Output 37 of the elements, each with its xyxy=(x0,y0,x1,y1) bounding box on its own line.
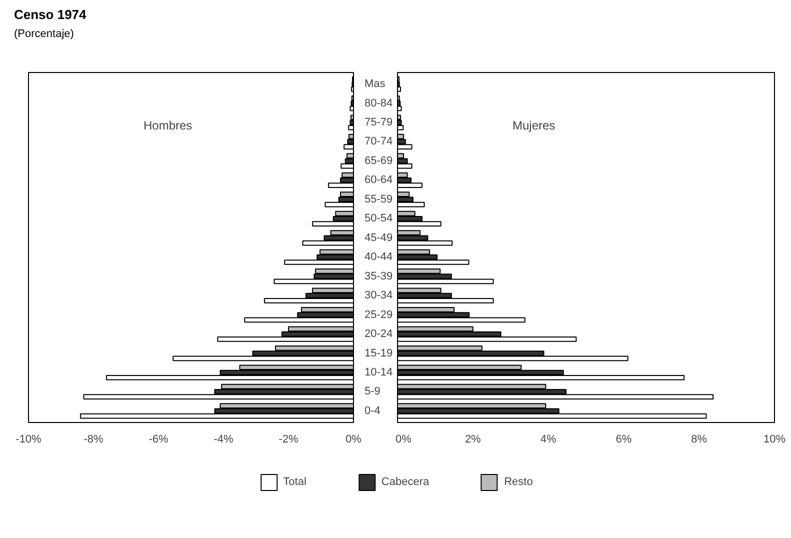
annotation: Hombres xyxy=(144,118,192,133)
y-tick-label: 30-34 xyxy=(364,290,393,302)
x-tick-label: -6% xyxy=(148,434,168,446)
legend-label: Total xyxy=(283,476,306,488)
legend-label: Cabecera xyxy=(381,476,430,488)
x-tick-label: -10% xyxy=(16,434,42,446)
y-tick-label: 10-14 xyxy=(364,366,393,379)
x-tick-label: 0% xyxy=(396,434,412,446)
y-tick-label: 55-59 xyxy=(364,194,393,206)
y-tick-label: 70-74 xyxy=(364,136,393,148)
y-tick-label: 5-9 xyxy=(364,386,380,398)
x-tick-label: -8% xyxy=(84,434,104,446)
y-tick-label: 20-24 xyxy=(364,328,393,340)
y-tick-label: 0-4 xyxy=(364,405,380,418)
chart-subtitle: (Porcentaje) xyxy=(14,26,74,42)
annotation: Mujeres xyxy=(512,118,556,133)
x-tick-label: 2% xyxy=(464,434,482,446)
y-tick-label: 25-29 xyxy=(364,309,393,322)
y-tick-label: 15-19 xyxy=(364,348,393,360)
x-tick-label: 4% xyxy=(540,434,556,446)
x-tick-label: 8% xyxy=(691,434,708,446)
y-tick-label: 40-44 xyxy=(364,251,393,264)
y-tick-label: 65-69 xyxy=(364,155,393,168)
y-tick-label: 75-79 xyxy=(364,116,393,129)
y-tick-label: 80-84 xyxy=(364,98,393,110)
x-tick-label: -4% xyxy=(214,434,234,446)
x-tick-label: 0% xyxy=(346,434,362,446)
y-tick-label: 60-64 xyxy=(364,174,393,186)
x-tick-label: 6% xyxy=(616,434,632,446)
x-tick-label: -2% xyxy=(278,434,298,446)
y-tick-label: 50-54 xyxy=(364,212,393,225)
x-tick-label: 10% xyxy=(763,434,786,446)
legend-label: Resto xyxy=(504,476,533,488)
y-tick-label: Mas xyxy=(364,78,386,90)
y-tick-label: 45-49 xyxy=(364,232,393,244)
chart-title: Censo 1974 xyxy=(14,6,86,24)
y-tick-label: 35-39 xyxy=(364,270,393,283)
